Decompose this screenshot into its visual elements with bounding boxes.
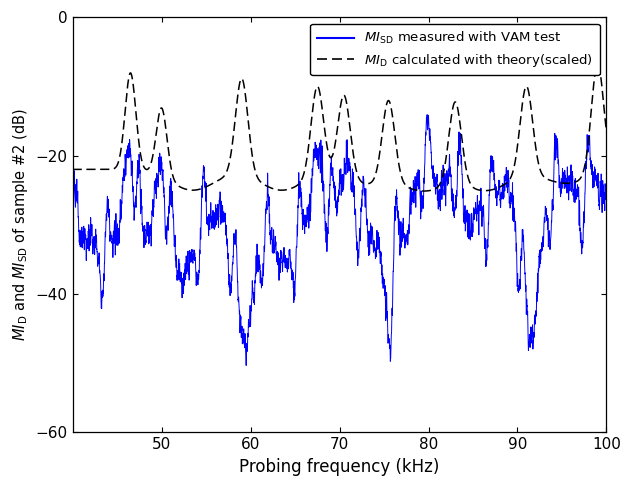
X-axis label: Probing frequency (kHz): Probing frequency (kHz) [240,458,440,476]
Y-axis label: $\it{MI}$$_\mathrm{D}$ and $\it{MI}$$_\mathrm{SD}$ of sample #2 (dB): $\it{MI}$$_\mathrm{D}$ and $\it{MI}$$_\m… [11,108,30,341]
Legend: $\it{MI}$$_\mathrm{SD}$ measured with VAM test, $\it{MI}$$_\mathrm{D}$ calculate: $\it{MI}$$_\mathrm{SD}$ measured with VA… [310,24,600,75]
